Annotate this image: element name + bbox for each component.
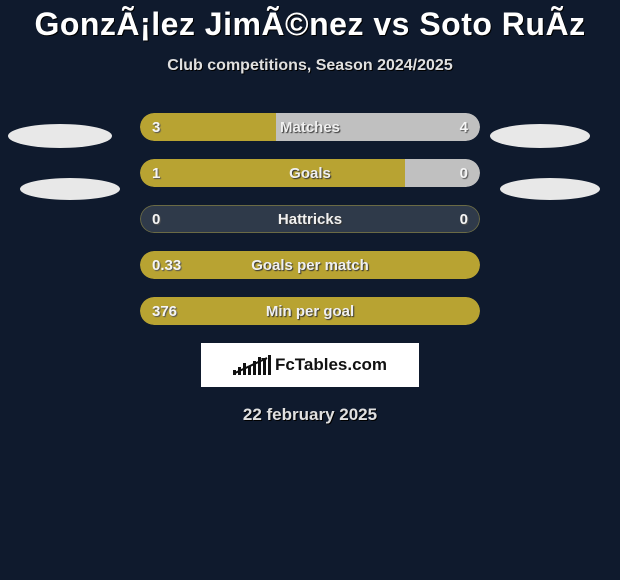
stat-label: Min per goal [140, 297, 480, 325]
stat-row: Goals1 0 [140, 159, 480, 187]
stat-row: Goals per match0.33 [140, 251, 480, 279]
stat-label: Matches [140, 113, 480, 141]
team-b-badge-bot [500, 178, 600, 200]
stat-row: Hattricks0 0 [140, 205, 480, 233]
subtitle: Club competitions, Season 2024/2025 [0, 57, 620, 75]
stat-value-a: 376 [152, 297, 177, 325]
logo-bars-icon [233, 355, 271, 375]
date-label: 22 february 2025 [0, 405, 620, 425]
stat-value-a: 0 [152, 205, 160, 233]
team-a-badge-bot [20, 178, 120, 200]
stat-row: Min per goal376 [140, 297, 480, 325]
stat-label: Goals per match [140, 251, 480, 279]
stats-rows: Matches34Goals10Hattricks00Goals per mat… [140, 113, 480, 325]
stat-value-b: 4 [460, 113, 468, 141]
fctables-logo[interactable]: FcTables.com [201, 343, 419, 387]
stat-row: Matches3 4 [140, 113, 480, 141]
stat-value-b: 0 [460, 159, 468, 187]
team-b-badge-top [490, 124, 590, 148]
stat-label: Hattricks [140, 205, 480, 233]
stat-value-b: 0 [460, 205, 468, 233]
stat-value-a: 3 [152, 113, 160, 141]
stat-label: Goals [140, 159, 480, 187]
page-title: GonzÃ¡lez JimÃ©nez vs Soto RuÃ­z [0, 0, 620, 43]
stat-value-a: 0.33 [152, 251, 181, 279]
logo-text: FcTables.com [275, 355, 387, 375]
team-a-badge-top [8, 124, 112, 148]
stat-value-a: 1 [152, 159, 160, 187]
